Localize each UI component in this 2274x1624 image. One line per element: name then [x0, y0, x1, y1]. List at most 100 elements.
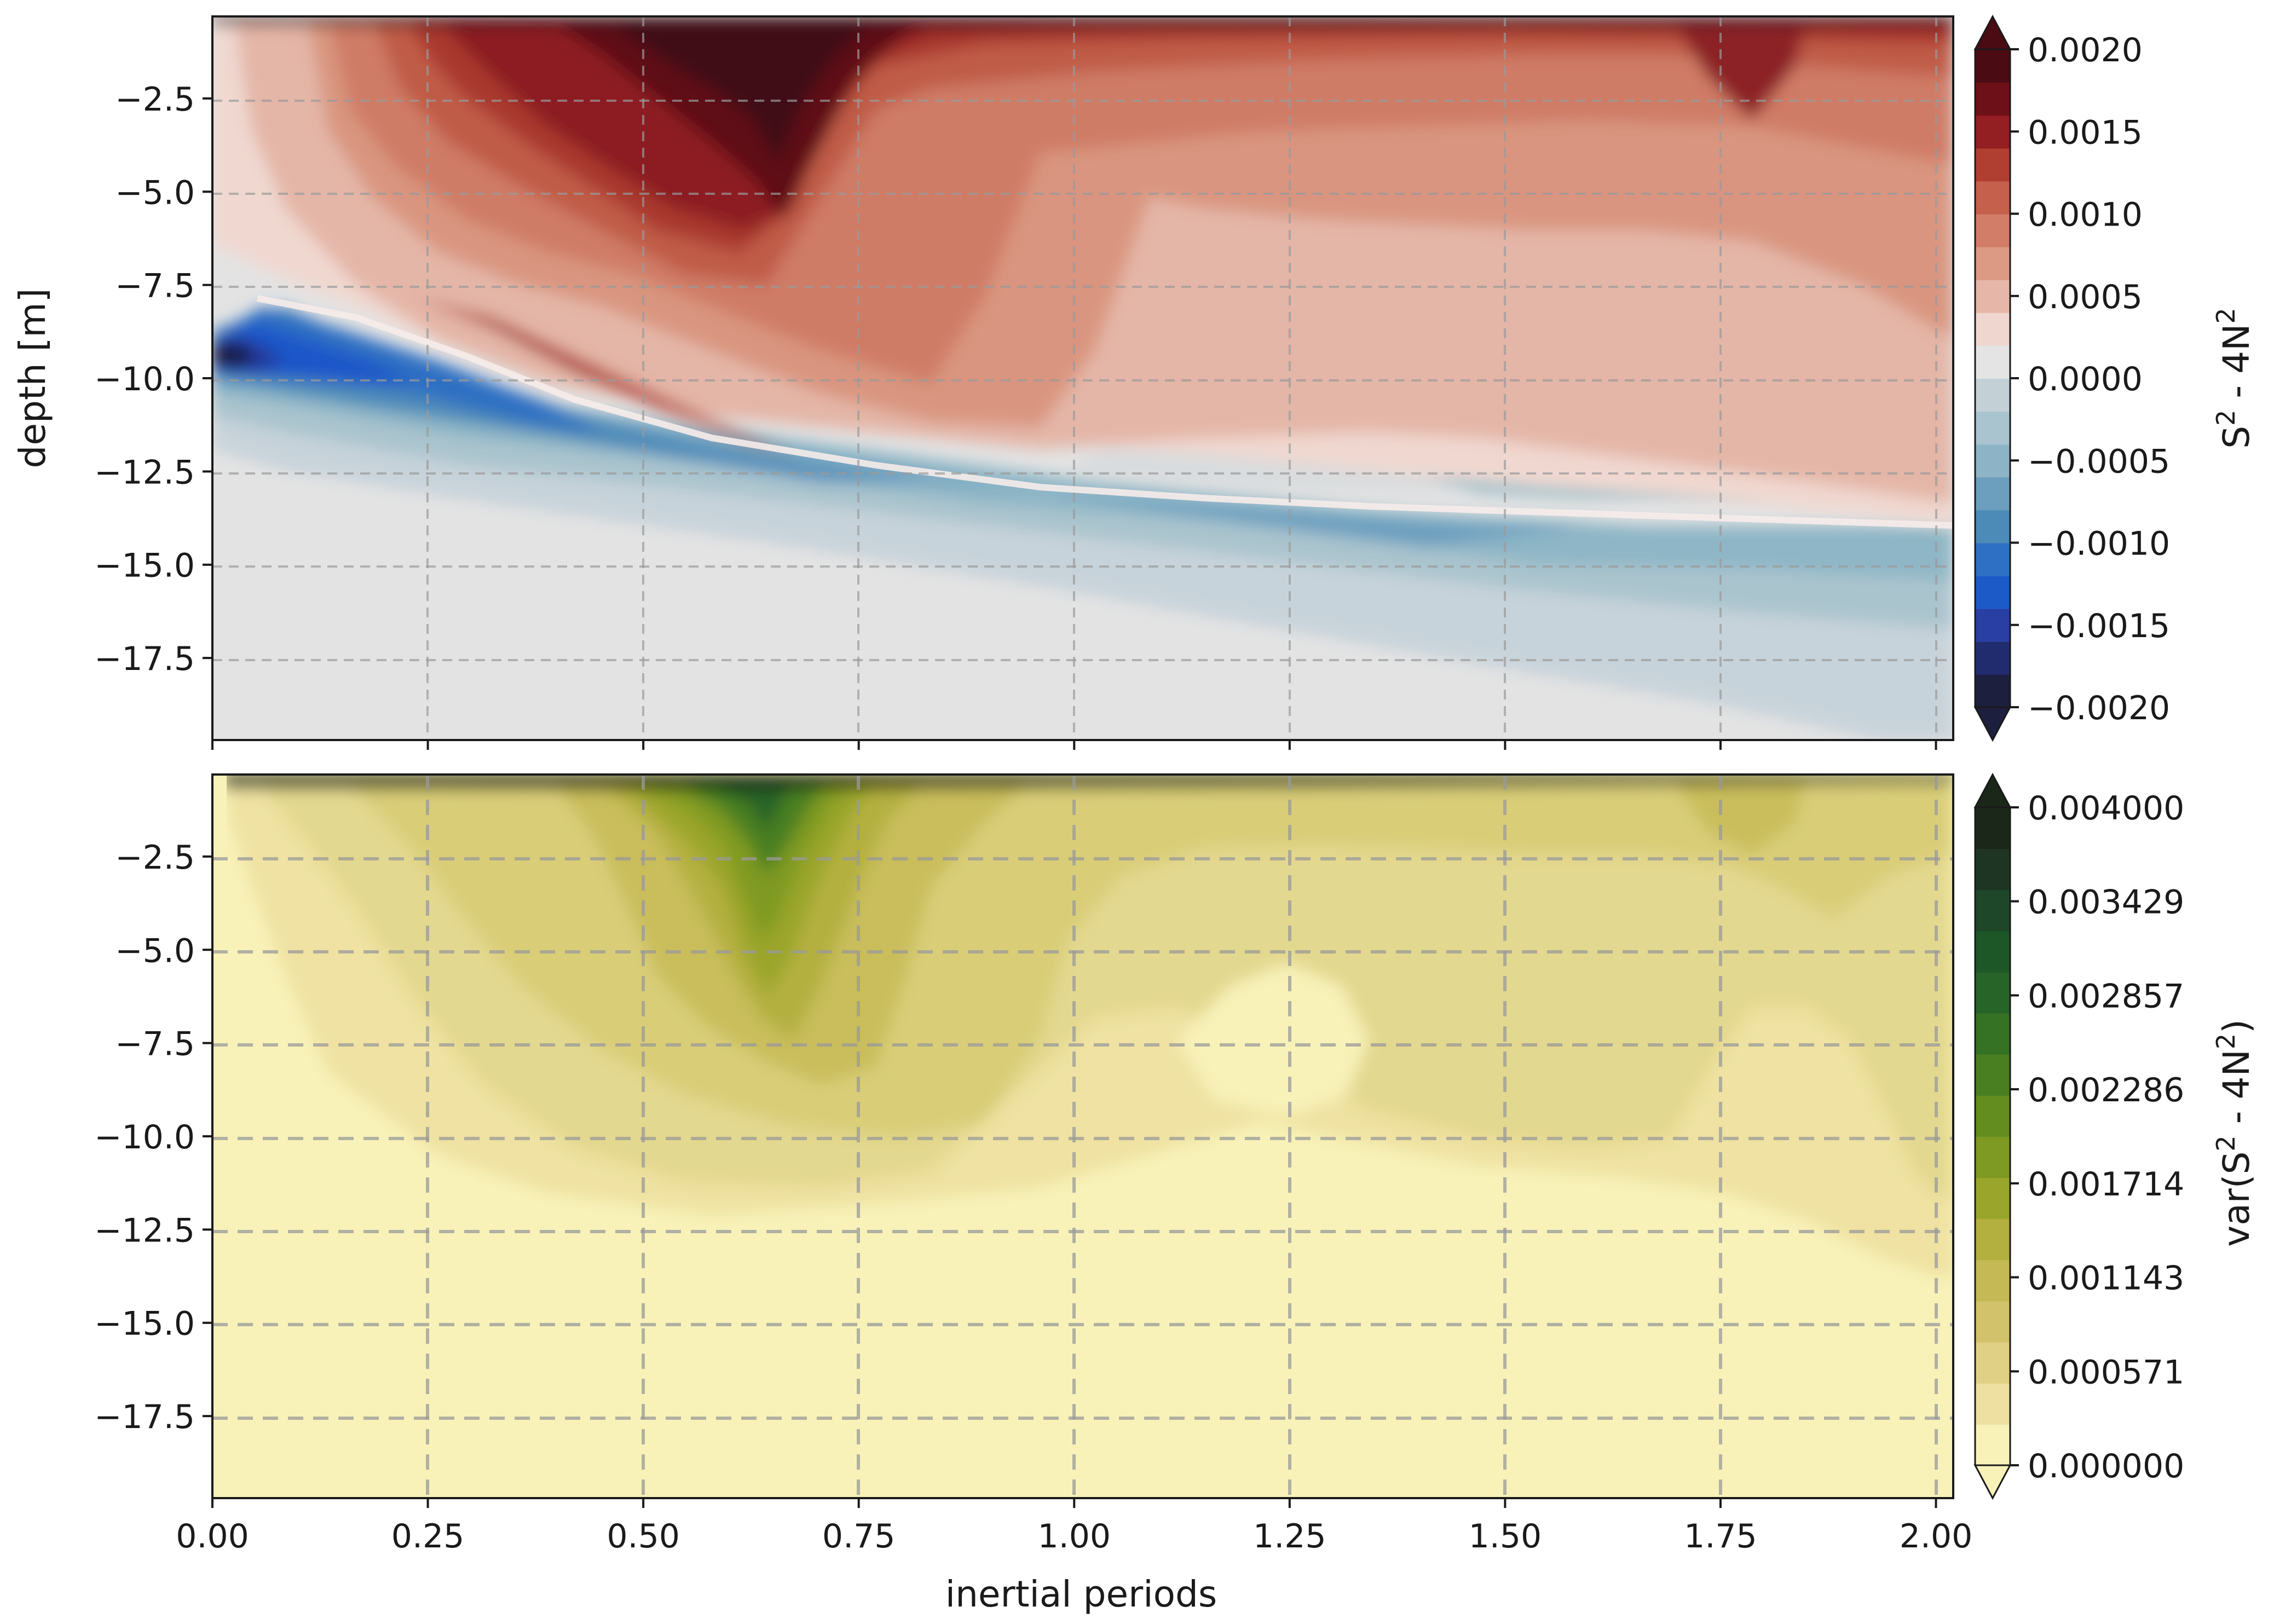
- colorbar-tick-label: 0.002857: [2028, 977, 2184, 1015]
- colorbar-swatch: [1975, 444, 2010, 478]
- x-tick-label: 2.00: [1900, 1517, 1973, 1556]
- var-surface-strip: [224, 775, 1953, 789]
- top-heatmap: [212, 16, 1953, 740]
- bottom-x-axis: 0.00 0.25 0.50 0.75 1.00 1.25 1.50 1.75 2.00: [176, 1498, 1972, 1556]
- y-tick-label: −17.5: [94, 640, 195, 678]
- colorbar-tick-label: −0.0010: [2028, 525, 2170, 563]
- colorbar-tick-label: 0.0020: [2028, 31, 2143, 70]
- colorbar-swatch: [1975, 246, 2010, 280]
- top-panel: −2.5 −5.0 −7.5 −10.0 −12.5 −15.0 −17.5 depth […: [11, 14, 2258, 750]
- colorbar-swatch: [1975, 1054, 2010, 1096]
- top-positive-region: [212, 16, 1953, 525]
- colorbar-frame: [1974, 806, 2011, 1466]
- colorbar-swatch: [1975, 49, 2010, 83]
- bottom-xlabel: inertial periods: [945, 1573, 1217, 1615]
- colorbar-swatch: [1975, 510, 2010, 544]
- bottom-heatmap: [212, 775, 1953, 1498]
- bottom-colorbar: 0.004000 0.003429 0.002857 0.002286 0.001714…: [1973, 772, 2184, 1500]
- y-tick-label: −10.0: [94, 1118, 195, 1157]
- colorbar-tick-label: 0.002286: [2028, 1071, 2184, 1109]
- bottom-variance-region: [224, 775, 1953, 1281]
- y-tick-label: −7.5: [115, 267, 195, 305]
- colorbar-swatch: [1975, 1177, 2010, 1220]
- colorbar-tick-label: 0.001143: [2028, 1259, 2184, 1298]
- top-y-axis: −2.5 −5.0 −7.5 −10.0 −12.5 −15.0 −17.5: [94, 80, 212, 678]
- y-tick-label: −2.5: [115, 80, 195, 119]
- colorbar-swatch: [1975, 181, 2010, 215]
- colorbar-swatch: [1975, 1136, 2010, 1178]
- colorbar-tick-label: −0.0020: [2028, 689, 2170, 727]
- colorbar-swatch: [1975, 1013, 2010, 1055]
- x-tick-label: 0.00: [176, 1517, 249, 1556]
- y-tick-label: −5.0: [115, 174, 195, 212]
- colorbar-tick-label: 0.0015: [2028, 113, 2143, 152]
- var-band-8: [640, 775, 832, 876]
- pos-interface-core: [449, 309, 630, 394]
- colorbar-tick-label: −0.0005: [2028, 442, 2170, 481]
- colorbar-swatch: [1975, 1301, 2010, 1343]
- neg-band-6: [212, 307, 602, 432]
- colorbar-extend-min: [1973, 1464, 2012, 1500]
- x-tick-label: 0.75: [822, 1517, 896, 1556]
- colorbar-tick-label: 0.0000: [2028, 360, 2143, 398]
- colorbar-swatch: [1975, 848, 2010, 891]
- colorbar-tick-label: 0.001714: [2028, 1165, 2184, 1204]
- x-tick-label: 0.25: [391, 1517, 465, 1556]
- top-ylabel: depth [m]: [11, 288, 54, 469]
- colorbar-tick-label: 0.003429: [2028, 883, 2184, 922]
- bottom-colorbar-label: var(S2 - 4N2): [2211, 1019, 2258, 1247]
- colorbar-swatch: [1975, 1383, 2010, 1425]
- colorbar-swatch: [1975, 1342, 2010, 1384]
- y-tick-label: −12.5: [94, 1211, 195, 1250]
- colorbar-swatch: [1975, 312, 2010, 346]
- top-colorbar-label: S2 - 4N2: [2211, 308, 2258, 449]
- colorbar-swatch: [1975, 972, 2010, 1014]
- colorbar-swatch: [1975, 1424, 2010, 1466]
- colorbar-tick-label: 0.0005: [2028, 278, 2143, 316]
- bottom-y-axis: −2.5 −5.0 −7.5 −10.0 −12.5 −15.0 −17.5: [94, 839, 212, 1436]
- colorbar-extend-min: [1973, 706, 2012, 742]
- var-pale-patch: [1177, 963, 1369, 1117]
- pos-surface-strip: [212, 16, 1953, 27]
- colorbar-extend-max: [1973, 772, 2012, 808]
- colorbar-swatch: [1975, 1259, 2010, 1302]
- colorbar-swatch: [1975, 345, 2010, 379]
- colorbar-tick-label: −0.0015: [2028, 607, 2170, 645]
- colorbar-tick-label: 0.004000: [2028, 789, 2184, 828]
- colorbar-swatch: [1975, 674, 2010, 708]
- x-tick-label: 1.25: [1253, 1517, 1326, 1556]
- colorbar-tick-label: 0.000000: [2028, 1447, 2184, 1486]
- colorbar-tick-label: 0.0010: [2028, 196, 2143, 234]
- colorbar-swatch: [1975, 889, 2010, 932]
- colorbar-swatch: [1975, 575, 2010, 609]
- colorbar-swatch: [1975, 213, 2010, 247]
- pos-band-9: [602, 16, 876, 164]
- y-tick-label: −12.5: [94, 453, 195, 492]
- top-zero-contour: [256, 295, 1953, 529]
- colorbar-swatch: [1975, 931, 2010, 973]
- colorbar-swatch: [1975, 148, 2010, 182]
- top-x-axis: [211, 740, 1937, 750]
- y-tick-label: −17.5: [94, 1398, 195, 1436]
- neg-band-3: [212, 307, 1953, 580]
- x-tick-label: 1.75: [1684, 1517, 1757, 1556]
- top-colorbar: 0.0020 0.0015 0.0010 0.0005 0.0000 −0.0005 −0.…: [1973, 14, 2170, 742]
- colorbar-swatch: [1975, 608, 2010, 642]
- colorbar-swatch: [1975, 477, 2010, 511]
- colorbar-swatch: [1975, 411, 2010, 445]
- pos-interface-band: [416, 298, 794, 454]
- bottom-grid: [212, 775, 1953, 1498]
- y-tick-label: −15.0: [94, 1305, 195, 1343]
- colorbar-extend-max: [1973, 14, 2012, 50]
- y-tick-label: −15.0: [94, 547, 195, 585]
- colorbar-swatch: [1975, 1218, 2010, 1261]
- y-tick-label: −2.5: [115, 839, 195, 877]
- y-tick-label: −10.0: [94, 360, 195, 398]
- top-grid: [212, 16, 1953, 740]
- colorbar-swatch: [1975, 279, 2010, 313]
- colorbar-swatch: [1975, 82, 2010, 116]
- colorbar-swatch: [1975, 1095, 2010, 1137]
- colorbar-swatch: [1975, 807, 2010, 849]
- x-tick-label: 1.50: [1469, 1517, 1542, 1556]
